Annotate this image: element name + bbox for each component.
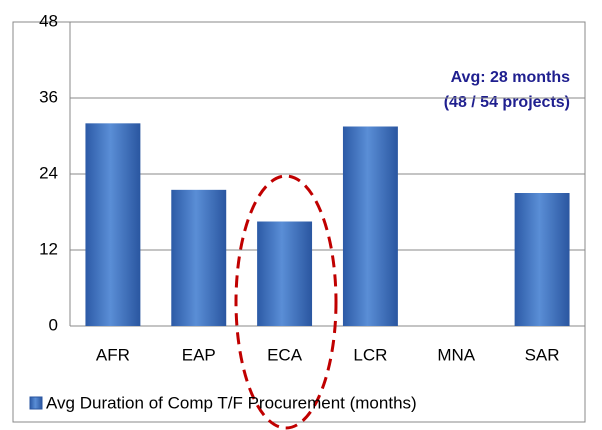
x-tick-label: SAR — [525, 345, 560, 364]
highlight-ellipse — [234, 174, 338, 430]
x-tick-label: AFR — [96, 345, 130, 364]
bar — [514, 193, 570, 326]
legend-swatch — [29, 396, 43, 410]
y-tick-label: 48 — [39, 11, 58, 30]
bar — [342, 126, 398, 326]
x-tick-label: ECA — [267, 345, 303, 364]
y-tick-label: 24 — [39, 163, 58, 182]
annotation: (48 / 54 projects) — [444, 94, 570, 111]
x-tick-label: EAP — [182, 345, 216, 364]
legend-label: Avg Duration of Comp T/F Procurement (mo… — [46, 393, 417, 412]
bar — [257, 221, 313, 326]
y-tick-label: 0 — [49, 315, 58, 334]
annotation: Avg: 28 months — [451, 69, 571, 86]
x-tick-label: MNA — [437, 345, 475, 364]
bar — [85, 123, 141, 326]
plot: 0 12 24 36 48 AFR EAP ECA LCR MNA SAR — [39, 11, 585, 364]
bar — [171, 189, 227, 326]
y-tick-label: 12 — [39, 239, 58, 258]
y-tick-label: 36 — [39, 87, 58, 106]
x-tick-label: LCR — [353, 345, 387, 364]
